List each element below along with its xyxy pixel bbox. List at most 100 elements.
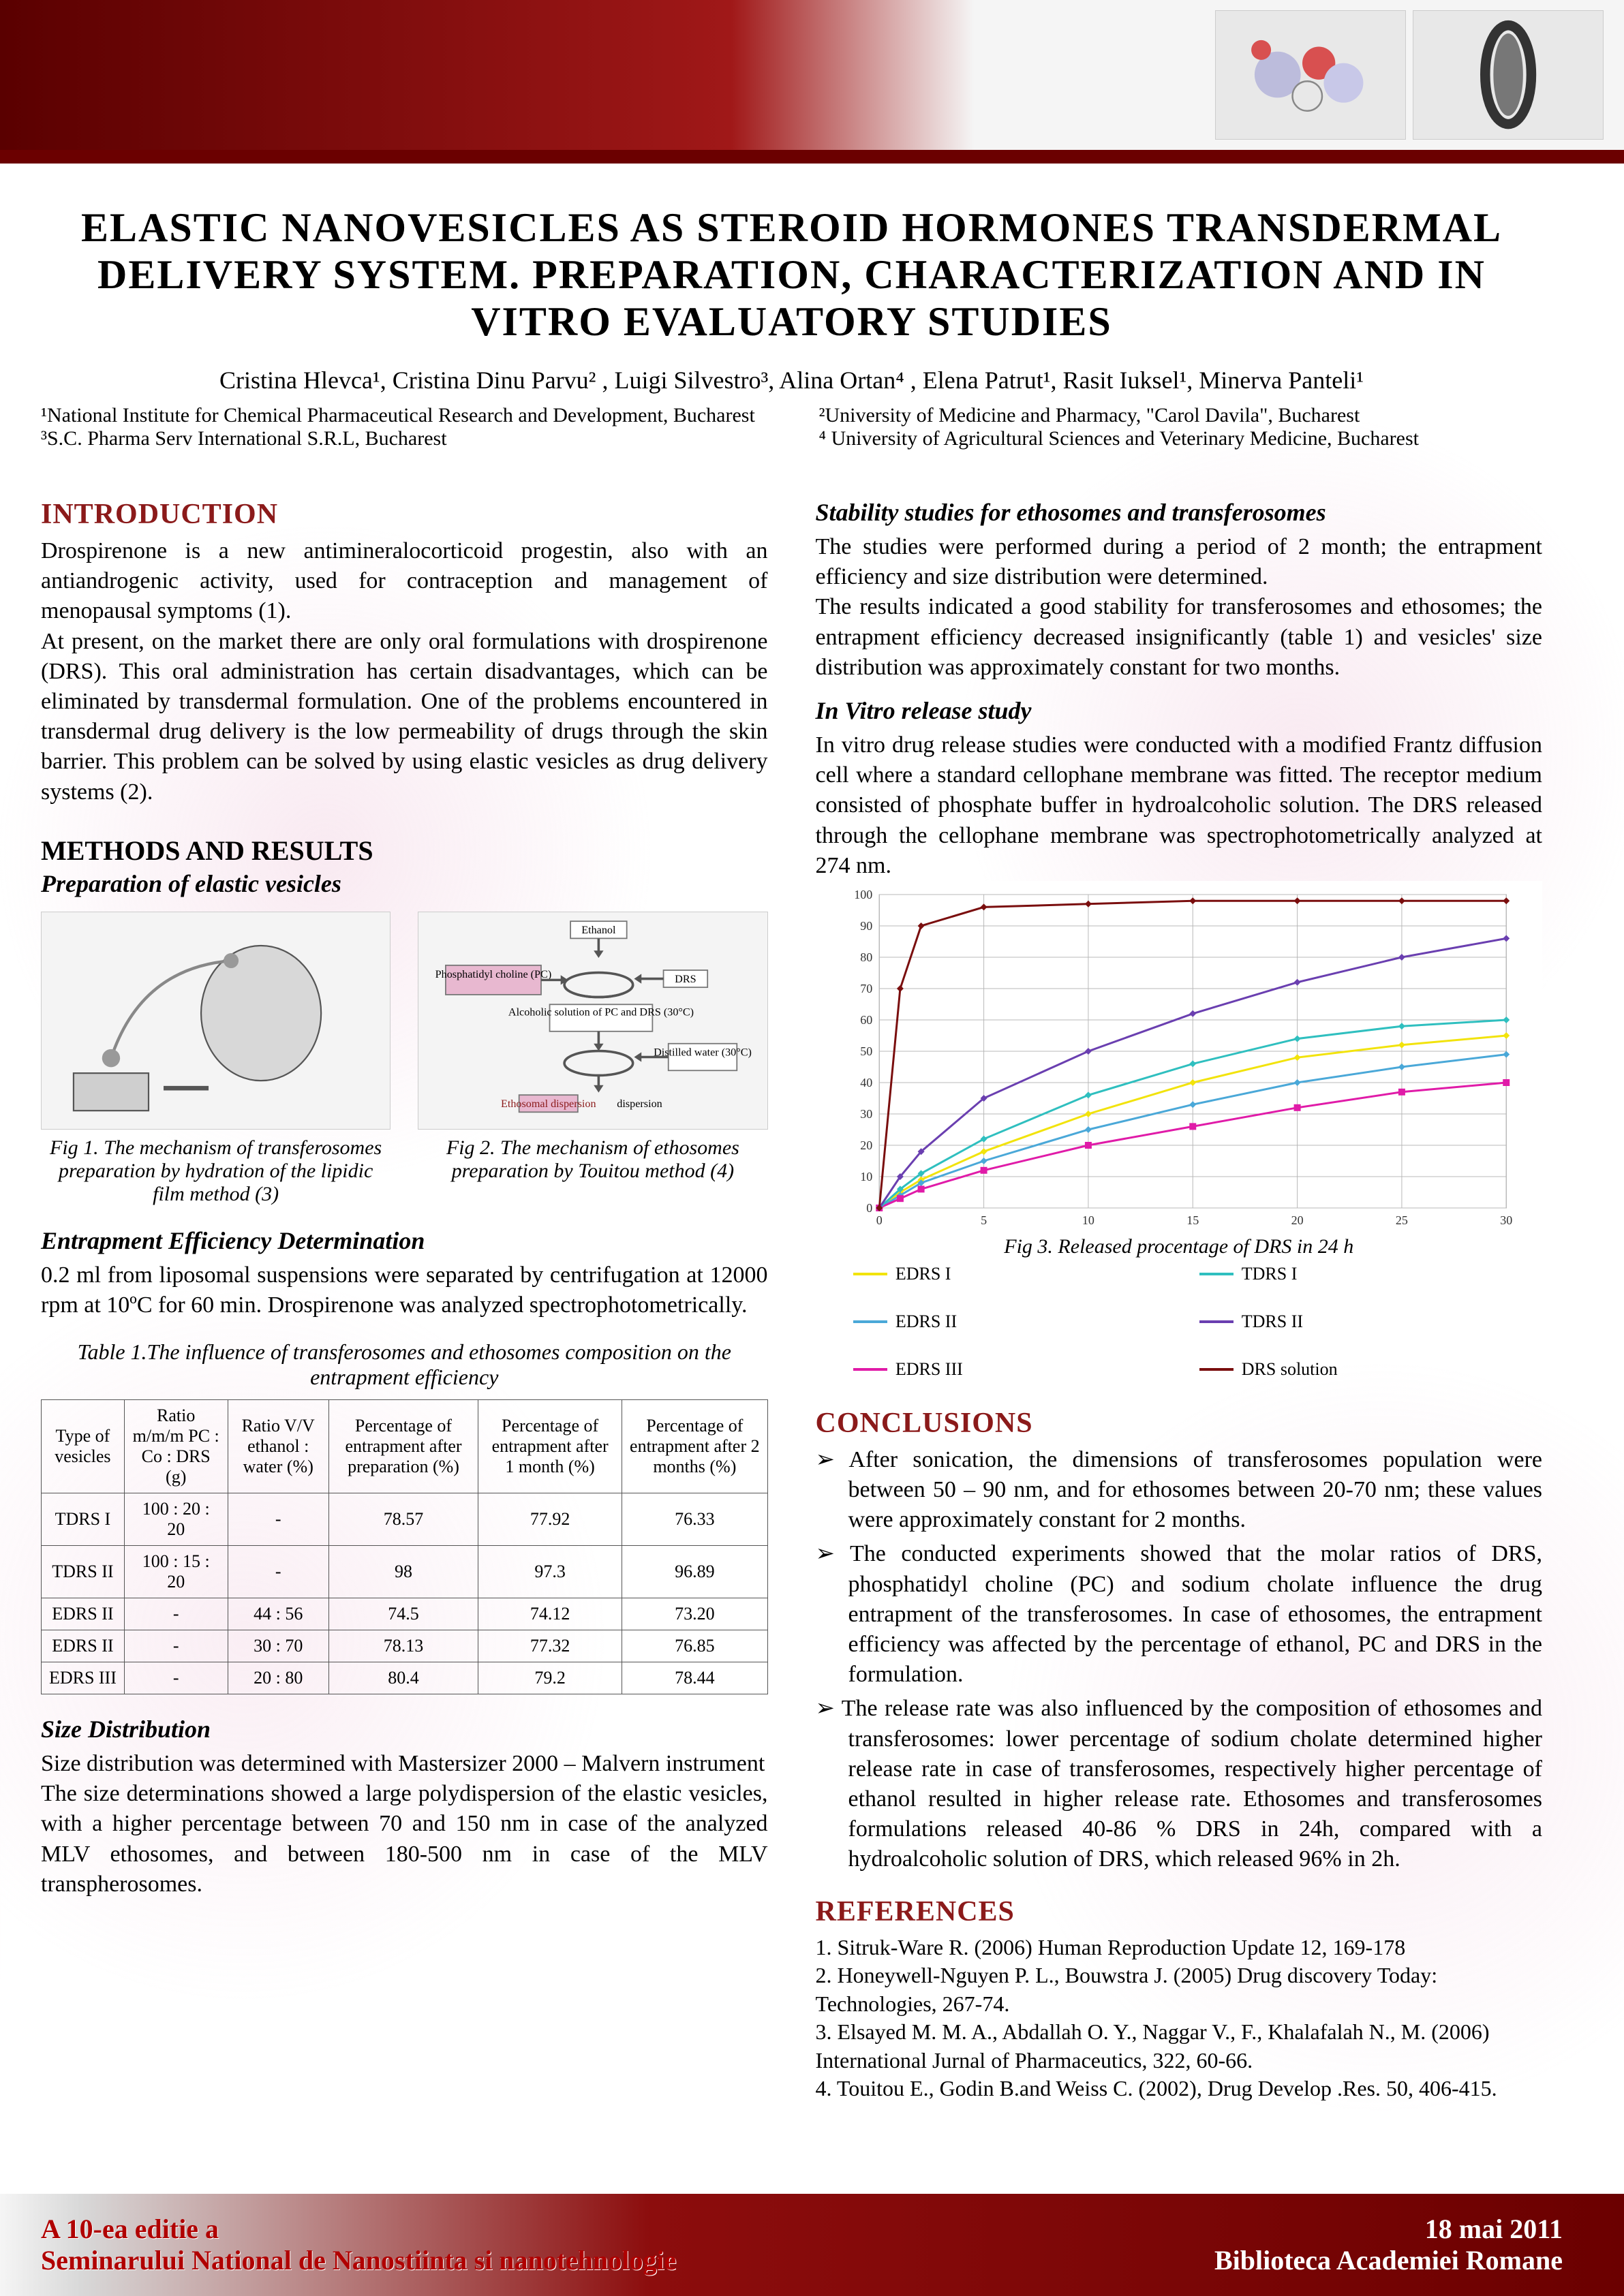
- table-caption: Table 1.The influence of transferosomes …: [77, 1339, 731, 1390]
- table-row: EDRS II-44 : 5674.574.1273.20: [42, 1598, 768, 1630]
- table-cell: -: [124, 1630, 228, 1662]
- svg-text:60: 60: [860, 1013, 872, 1027]
- table-header-cell: Percentage of entrapment after preparati…: [328, 1400, 478, 1493]
- table-header-cell: Ratio V/V ethanol : water (%): [228, 1400, 328, 1493]
- table-cell: 44 : 56: [228, 1598, 328, 1630]
- svg-text:70: 70: [860, 982, 872, 995]
- svg-text:DRS: DRS: [675, 974, 696, 985]
- table-cell: -: [228, 1493, 328, 1546]
- reference-item: 1. Sitruk-Ware R. (2006) Human Reproduct…: [816, 1934, 1543, 1962]
- table-cell: 78.13: [328, 1630, 478, 1662]
- affiliations: ¹National Institute for Chemical Pharmac…: [41, 404, 1542, 450]
- table-cell: 20 : 80: [228, 1662, 328, 1694]
- svg-text:80: 80: [860, 950, 872, 964]
- table-header-cell: Type of vesicles: [42, 1400, 125, 1493]
- table-cell: 100 : 20 : 20: [124, 1493, 228, 1546]
- molecule-image-2: [1413, 10, 1604, 140]
- legend-item: DRS solution: [1199, 1359, 1505, 1380]
- introduction-text: Drospirenone is a new antimineralocortic…: [41, 536, 768, 807]
- footer-left-line2: Seminarului National de Nanostiinta si n…: [41, 2245, 676, 2276]
- references-list: 1. Sitruk-Ware R. (2006) Human Reproduct…: [816, 1934, 1543, 2104]
- table-cell: 79.2: [478, 1662, 622, 1694]
- table-cell: 78.44: [622, 1662, 767, 1694]
- svg-text:50: 50: [860, 1044, 872, 1058]
- right-column: Stability studies for ethosomes and tran…: [816, 478, 1543, 2103]
- legend-label: EDRS I: [895, 1264, 951, 1284]
- table-cell: 74.5: [328, 1598, 478, 1630]
- molecule-image-1: [1215, 10, 1406, 140]
- svg-text:0: 0: [866, 1201, 872, 1215]
- svg-text:Ethosomal dispersion: Ethosomal dispersion: [501, 1098, 596, 1110]
- table-cell: 80.4: [328, 1662, 478, 1694]
- table-cell: 73.20: [622, 1598, 767, 1630]
- svg-text:20: 20: [860, 1138, 872, 1152]
- introduction-heading: INTRODUCTION: [41, 498, 768, 531]
- affil-right-col: ²University of Medicine and Pharmacy, "C…: [819, 404, 1543, 450]
- legend-item: EDRS I: [853, 1264, 1159, 1284]
- affil-left-col: ¹National Institute for Chemical Pharmac…: [41, 404, 765, 450]
- size-heading: Size Distribution: [41, 1715, 768, 1743]
- affil-1: ¹National Institute for Chemical Pharmac…: [41, 404, 765, 427]
- header-divider: [0, 150, 1624, 164]
- table-cell: -: [124, 1662, 228, 1694]
- table-cell: -: [228, 1546, 328, 1598]
- figure-row: Fig 1. The mechanism of transferosomes p…: [41, 912, 768, 1206]
- table-cell: 30 : 70: [228, 1630, 328, 1662]
- table-header-cell: Percentage of entrapment after 1 month (…: [478, 1400, 622, 1493]
- svg-text:30: 30: [860, 1107, 872, 1121]
- table-row: EDRS II-30 : 7078.1377.3276.85: [42, 1630, 768, 1662]
- svg-text:40: 40: [860, 1076, 872, 1089]
- affil-2: ²University of Medicine and Pharmacy, "C…: [819, 404, 1543, 427]
- footer-left-line1: A 10-ea editie a: [41, 2214, 676, 2245]
- legend-item: EDRS III: [853, 1359, 1159, 1380]
- legend-swatch: [1199, 1273, 1234, 1275]
- stability-text: The studies were performed during a peri…: [816, 532, 1543, 683]
- table-cell: 97.3: [478, 1546, 622, 1598]
- svg-text:10: 10: [1082, 1213, 1094, 1227]
- authors-line: Cristina Hlevca¹, Cristina Dinu Parvu² ,…: [41, 366, 1542, 394]
- entrapment-heading: Entrapment Efficiency Determination: [41, 1226, 768, 1255]
- chart-legend: EDRS I TDRS I EDRS II TDRS II EDRS III DRS so…: [816, 1264, 1543, 1380]
- table-cell: 96.89: [622, 1546, 767, 1598]
- svg-text:90: 90: [860, 919, 872, 933]
- svg-text:15: 15: [1186, 1213, 1199, 1227]
- svg-text:dispersion: dispersion: [617, 1098, 662, 1110]
- invitro-text: In vitro drug release studies were condu…: [816, 730, 1543, 881]
- table-cell: TDRS I: [42, 1493, 125, 1546]
- table-cell: EDRS II: [42, 1630, 125, 1662]
- table-row: EDRS III-20 : 8080.479.278.44: [42, 1662, 768, 1694]
- svg-text:100: 100: [854, 888, 872, 901]
- reference-item: 2. Honeywell-Nguyen P. L., Bouwstra J. (…: [816, 1961, 1543, 2018]
- legend-swatch: [853, 1273, 887, 1275]
- conclusion-item: After sonication, the dimensions of tran…: [816, 1445, 1543, 1536]
- table-cell: 76.33: [622, 1493, 767, 1546]
- table-cell: 77.92: [478, 1493, 622, 1546]
- table-header-cell: Percentage of entrapment after 2 months …: [622, 1400, 767, 1493]
- figure-1: Fig 1. The mechanism of transferosomes p…: [41, 912, 390, 1206]
- affil-3: ³S.C. Pharma Serv International S.R.L, B…: [41, 427, 765, 450]
- figure-2-image: Ethanol Phosphatidyl choline (PC) DRS: [418, 912, 767, 1130]
- figure-2-caption: Fig 2. The mechanism of ethosomes prepar…: [418, 1136, 767, 1183]
- table-cell: EDRS II: [42, 1598, 125, 1630]
- references-heading: REFERENCES: [816, 1895, 1543, 1928]
- invitro-heading: In Vitro release study: [816, 696, 1543, 725]
- svg-text:10: 10: [860, 1170, 872, 1183]
- conclusions-list: After sonication, the dimensions of tran…: [816, 1445, 1543, 1875]
- figure-1-caption: Fig 1. The mechanism of transferosomes p…: [41, 1136, 390, 1206]
- legend-label: TDRS I: [1242, 1264, 1298, 1284]
- legend-swatch: [853, 1320, 887, 1323]
- legend-item: EDRS II: [853, 1312, 1159, 1332]
- footer-right-line2: Biblioteca Academiei Romane: [1214, 2245, 1563, 2276]
- legend-item: TDRS I: [1199, 1264, 1505, 1284]
- svg-text:25: 25: [1395, 1213, 1407, 1227]
- legend-swatch: [853, 1368, 887, 1371]
- table-cell: TDRS II: [42, 1546, 125, 1598]
- table-cell: 100 : 15 : 20: [124, 1546, 228, 1598]
- release-chart: 0102030405060708090100051015202530: [816, 881, 1543, 1235]
- table-cell: -: [124, 1598, 228, 1630]
- top-banner: [0, 0, 1624, 150]
- svg-text:Ethanol: Ethanol: [582, 925, 617, 936]
- reference-item: 4. Touitou E., Godin B.and Weiss C. (200…: [816, 2075, 1543, 2103]
- legend-item: TDRS II: [1199, 1312, 1505, 1332]
- methods-heading: METHODS AND RESULTS: [41, 835, 768, 867]
